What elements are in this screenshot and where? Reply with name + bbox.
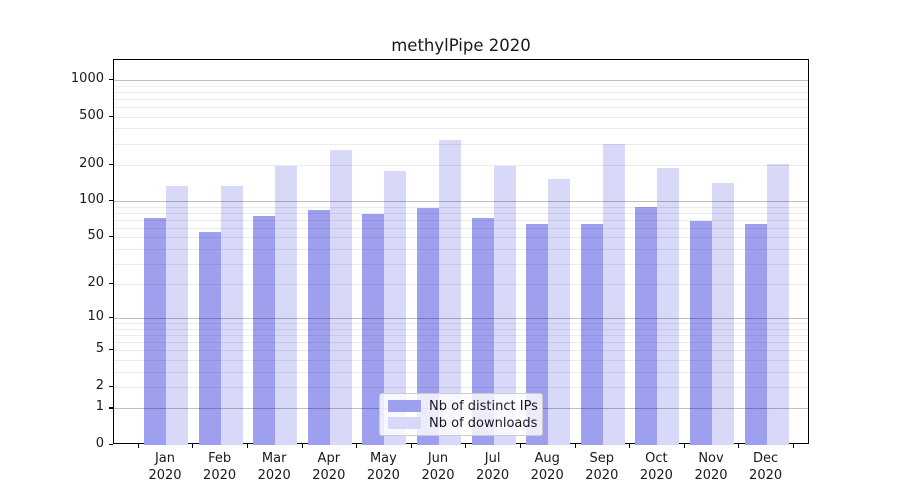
bar-ips-mar <box>253 216 276 445</box>
x-tick-label-feb: Feb 2020 <box>203 451 237 483</box>
y-tick-mark-1000 <box>109 79 113 81</box>
legend-row-downloads: Nb of downloads <box>388 415 538 431</box>
y-tick-label-500: 500 <box>79 107 104 123</box>
x-tick-mark-12 <box>792 444 795 448</box>
bar-ips-jul <box>471 218 494 445</box>
bar-downloads-mar <box>275 166 298 445</box>
bar-ips-jan <box>144 218 166 445</box>
x-tick-label-jan: Jan 2020 <box>148 451 182 483</box>
y-tick-label-20: 20 <box>87 275 104 291</box>
bar-ips-oct <box>635 206 658 445</box>
bar-downloads-dec <box>766 163 789 445</box>
x-tick-mark-3 <box>301 444 303 448</box>
x-tick-label-sep: Sep 2020 <box>585 451 619 483</box>
x-tick-label-apr: Apr 2020 <box>312 451 346 483</box>
x-tick-mark-2 <box>246 444 249 448</box>
x-tick-mark-1 <box>192 444 194 448</box>
legend-label-distinct-ips: Nb of distinct IPs <box>429 398 538 414</box>
y-tick-label-200: 200 <box>79 155 104 171</box>
y-tick-label-0: 0 <box>95 436 104 451</box>
x-tick-mark-0 <box>137 444 139 448</box>
y-tick-label-1000: 1000 <box>70 71 104 86</box>
bar-downloads-jul <box>493 166 516 445</box>
x-tick-mark-10 <box>683 444 685 448</box>
x-tick-label-aug: Aug 2020 <box>530 451 564 483</box>
bar-downloads-feb <box>220 185 243 445</box>
x-tick-label-jun: Jun 2020 <box>421 451 455 483</box>
x-tick-mark-11 <box>738 444 740 448</box>
bar-ips-apr <box>307 209 330 445</box>
bar-ips-aug <box>526 223 549 445</box>
y-tick-label-5: 5 <box>95 341 104 357</box>
y-tick-label-100: 100 <box>79 192 104 208</box>
x-tick-mark-5 <box>410 444 412 448</box>
bar-ips-jun <box>417 207 439 445</box>
y-tick-label-50: 50 <box>87 228 104 244</box>
x-tick-mark-9 <box>629 444 631 448</box>
y-tick-label-1: 1 <box>95 399 104 415</box>
y-tick-mark-2 <box>109 386 113 388</box>
bar-downloads-jun <box>439 140 461 445</box>
legend-swatch-downloads <box>388 417 421 429</box>
y-tick-mark-1 <box>109 407 113 409</box>
y-tick-mark-50 <box>109 236 113 238</box>
bar-downloads-jan <box>166 185 188 445</box>
bar-downloads-aug <box>548 179 571 445</box>
x-tick-mark-8 <box>574 444 576 448</box>
y-tick-mark-200 <box>109 163 113 165</box>
bar-ips-dec <box>744 223 767 445</box>
x-tick-mark-4 <box>356 444 358 448</box>
bar-downloads-nov <box>712 183 734 445</box>
y-tick-mark-500 <box>109 115 113 117</box>
bar-downloads-may <box>384 171 407 445</box>
x-tick-label-jul: Jul 2020 <box>476 451 510 483</box>
x-tick-label-dec: Dec 2020 <box>749 451 783 483</box>
chart-title: methylPipe 2020 <box>391 36 531 55</box>
y-tick-mark-20 <box>109 283 113 285</box>
x-tick-mark-6 <box>465 444 467 448</box>
y-tick-mark-100 <box>109 200 113 202</box>
bar-ips-sep <box>580 223 603 445</box>
x-tick-label-oct: Oct 2020 <box>639 451 673 483</box>
y-tick-mark-10 <box>109 317 113 319</box>
x-tick-label-nov: Nov 2020 <box>694 451 728 483</box>
bar-downloads-oct <box>657 168 680 445</box>
x-tick-mark-7 <box>519 444 522 448</box>
y-tick-label-2: 2 <box>95 378 104 393</box>
legend-label-downloads: Nb of downloads <box>429 415 538 431</box>
legend-swatch-distinct-ips <box>388 400 421 412</box>
bar-ips-feb <box>198 232 221 445</box>
bar-downloads-apr <box>329 150 352 445</box>
x-tick-label-may: May 2020 <box>366 451 400 483</box>
legend: Nb of distinct IPs Nb of downloads <box>379 393 543 436</box>
y-tick-mark-0 <box>109 444 113 446</box>
legend-row-distinct-ips: Nb of distinct IPs <box>388 399 538 414</box>
plot-area <box>113 59 809 445</box>
x-tick-label-mar: Mar 2020 <box>257 451 291 483</box>
bars-layer <box>114 60 808 445</box>
y-tick-mark-5 <box>109 349 113 351</box>
y-tick-label-10: 10 <box>87 309 104 325</box>
bar-ips-may <box>362 213 385 445</box>
bar-downloads-sep <box>602 143 625 445</box>
bar-ips-nov <box>690 221 712 445</box>
